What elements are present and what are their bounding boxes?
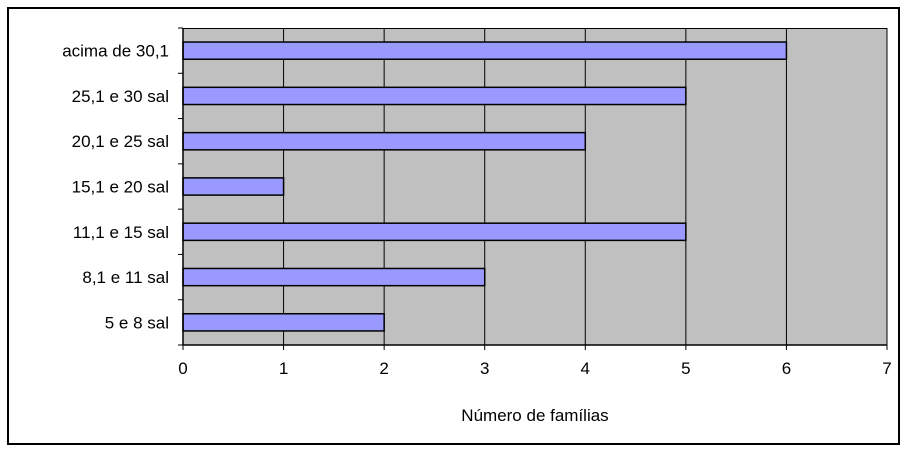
y-tick-label-1: acima de 30,1 <box>62 42 169 61</box>
x-tick-label-5: 5 <box>681 359 690 378</box>
y-tick-label-5: 11,1 e 15 sal <box>73 223 169 242</box>
x-tick-label-4: 4 <box>581 359 590 378</box>
bar-5 <box>182 222 687 242</box>
x-tick-labels: 0 1 2 3 4 5 6 7 <box>178 359 891 378</box>
x-tick-label-7: 7 <box>882 359 891 378</box>
bar-4 <box>182 177 285 196</box>
bar-3 <box>182 131 587 151</box>
bar-6 <box>182 267 486 287</box>
y-tick-label-7: 5 e 8 sal <box>105 313 169 332</box>
x-axis-title: Número de famílias <box>461 406 608 425</box>
x-tick-label-1: 1 <box>279 359 288 378</box>
plot-area <box>183 28 887 345</box>
y-tick-label-6: 8,1 e 11 sal <box>82 268 169 287</box>
y-tick-label-4: 15,1 e 20 sal <box>72 178 169 197</box>
y-tick-label-3: 20,1 e 25 sal <box>72 132 169 151</box>
y-tick-labels: acima de 30,1 25,1 e 30 sal 20,1 e 25 sal 1… <box>62 42 169 333</box>
bar-7 <box>182 313 385 332</box>
axes <box>178 27 888 350</box>
grid-lines <box>183 28 888 345</box>
bars <box>182 41 788 332</box>
x-tick-label-6: 6 <box>782 359 791 378</box>
x-tick-label-3: 3 <box>480 359 489 378</box>
x-tick-label-0: 0 <box>178 359 187 378</box>
x-tick-label-2: 2 <box>379 359 388 378</box>
bar-2 <box>182 86 687 106</box>
y-tick-label-2: 25,1 e 30 sal <box>72 87 169 106</box>
bar-1 <box>182 41 788 60</box>
